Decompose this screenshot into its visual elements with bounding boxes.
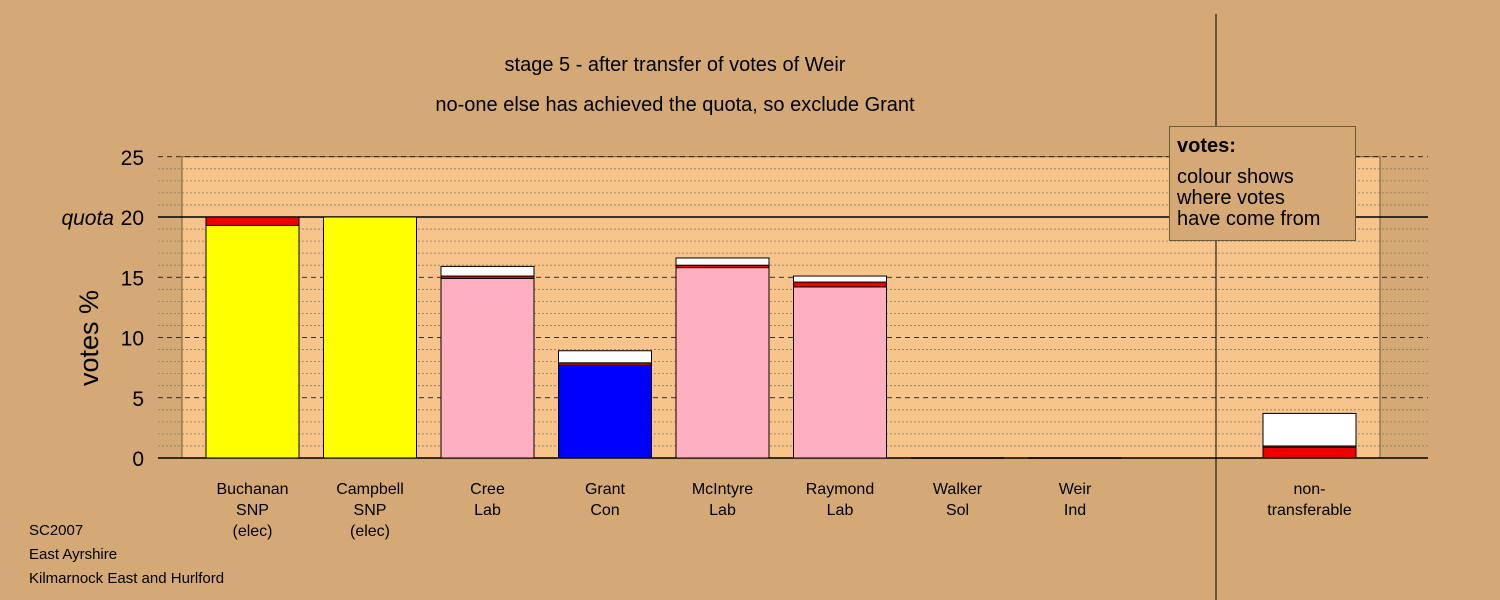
y-tick-label: 10 xyxy=(121,328,144,351)
bar-segment xyxy=(793,286,887,459)
y-tick-label: 0 xyxy=(132,448,144,471)
x-tick-label: Grant xyxy=(585,481,626,498)
y-axis-label: votes % xyxy=(74,290,104,386)
y-tick-label: 20 xyxy=(121,207,144,230)
bar-segment xyxy=(558,364,652,459)
x-tick-label: Raymond xyxy=(806,481,874,498)
x-tick-label: Walker xyxy=(933,481,983,498)
bar-segment xyxy=(205,224,300,459)
bar-segment xyxy=(323,216,417,459)
nontransferable-segment xyxy=(1262,412,1357,447)
legend-line: where votes xyxy=(1177,187,1285,209)
x-tick-label: SNP xyxy=(236,502,269,519)
bar-segment xyxy=(205,216,300,226)
legend-title: votes: xyxy=(1177,135,1236,157)
x-tick-label: Con xyxy=(590,502,619,519)
bar-segment xyxy=(440,277,535,459)
x-tick-label: Lab xyxy=(474,502,501,519)
bar-segment xyxy=(440,265,535,277)
x-tick-label: Weir xyxy=(1059,481,1092,498)
footer-ward: Kilmarnock East and Hurlford xyxy=(29,570,225,587)
y-tick-label: 25 xyxy=(121,147,144,170)
x-tick-label: non- xyxy=(1293,481,1325,498)
x-tick-label: Cree xyxy=(470,481,505,498)
x-tick-label: Campbell xyxy=(336,481,404,498)
footer-election: SC2007 xyxy=(29,522,84,539)
bar-segment xyxy=(675,267,770,459)
x-tick-label: McIntyre xyxy=(692,481,753,498)
bar-segment xyxy=(558,350,652,364)
x-tick-label: transferable xyxy=(1267,502,1352,519)
x-tick-label: Buchanan xyxy=(216,481,288,498)
legend-line: colour shows xyxy=(1177,166,1294,188)
footer-council: East Ayrshire xyxy=(29,546,118,563)
bar-segment xyxy=(675,257,770,266)
x-tick-label: Sol xyxy=(946,502,969,519)
y-tick-label: 15 xyxy=(121,267,144,290)
legend-line: have come from xyxy=(1177,208,1321,230)
quota-label: quota xyxy=(61,207,114,230)
chart-title: stage 5 - after transfer of votes of Wei… xyxy=(504,54,846,76)
x-tick-label: (elec) xyxy=(350,523,390,540)
x-tick-label: SNP xyxy=(354,502,387,519)
bar-segment xyxy=(793,281,887,288)
legend: votes: colour shows where votes have com… xyxy=(1169,126,1356,241)
x-tick-label: Lab xyxy=(709,502,736,519)
x-tick-label: Lab xyxy=(827,502,854,519)
y-tick-label: 5 xyxy=(132,388,144,411)
bar-segment xyxy=(793,275,887,283)
x-tick-label: (elec) xyxy=(232,523,272,540)
x-tick-label: Ind xyxy=(1064,502,1086,519)
chart-subtitle: no-one else has achieved the quota, so e… xyxy=(435,94,915,116)
nontransferable-segment xyxy=(1262,446,1357,459)
